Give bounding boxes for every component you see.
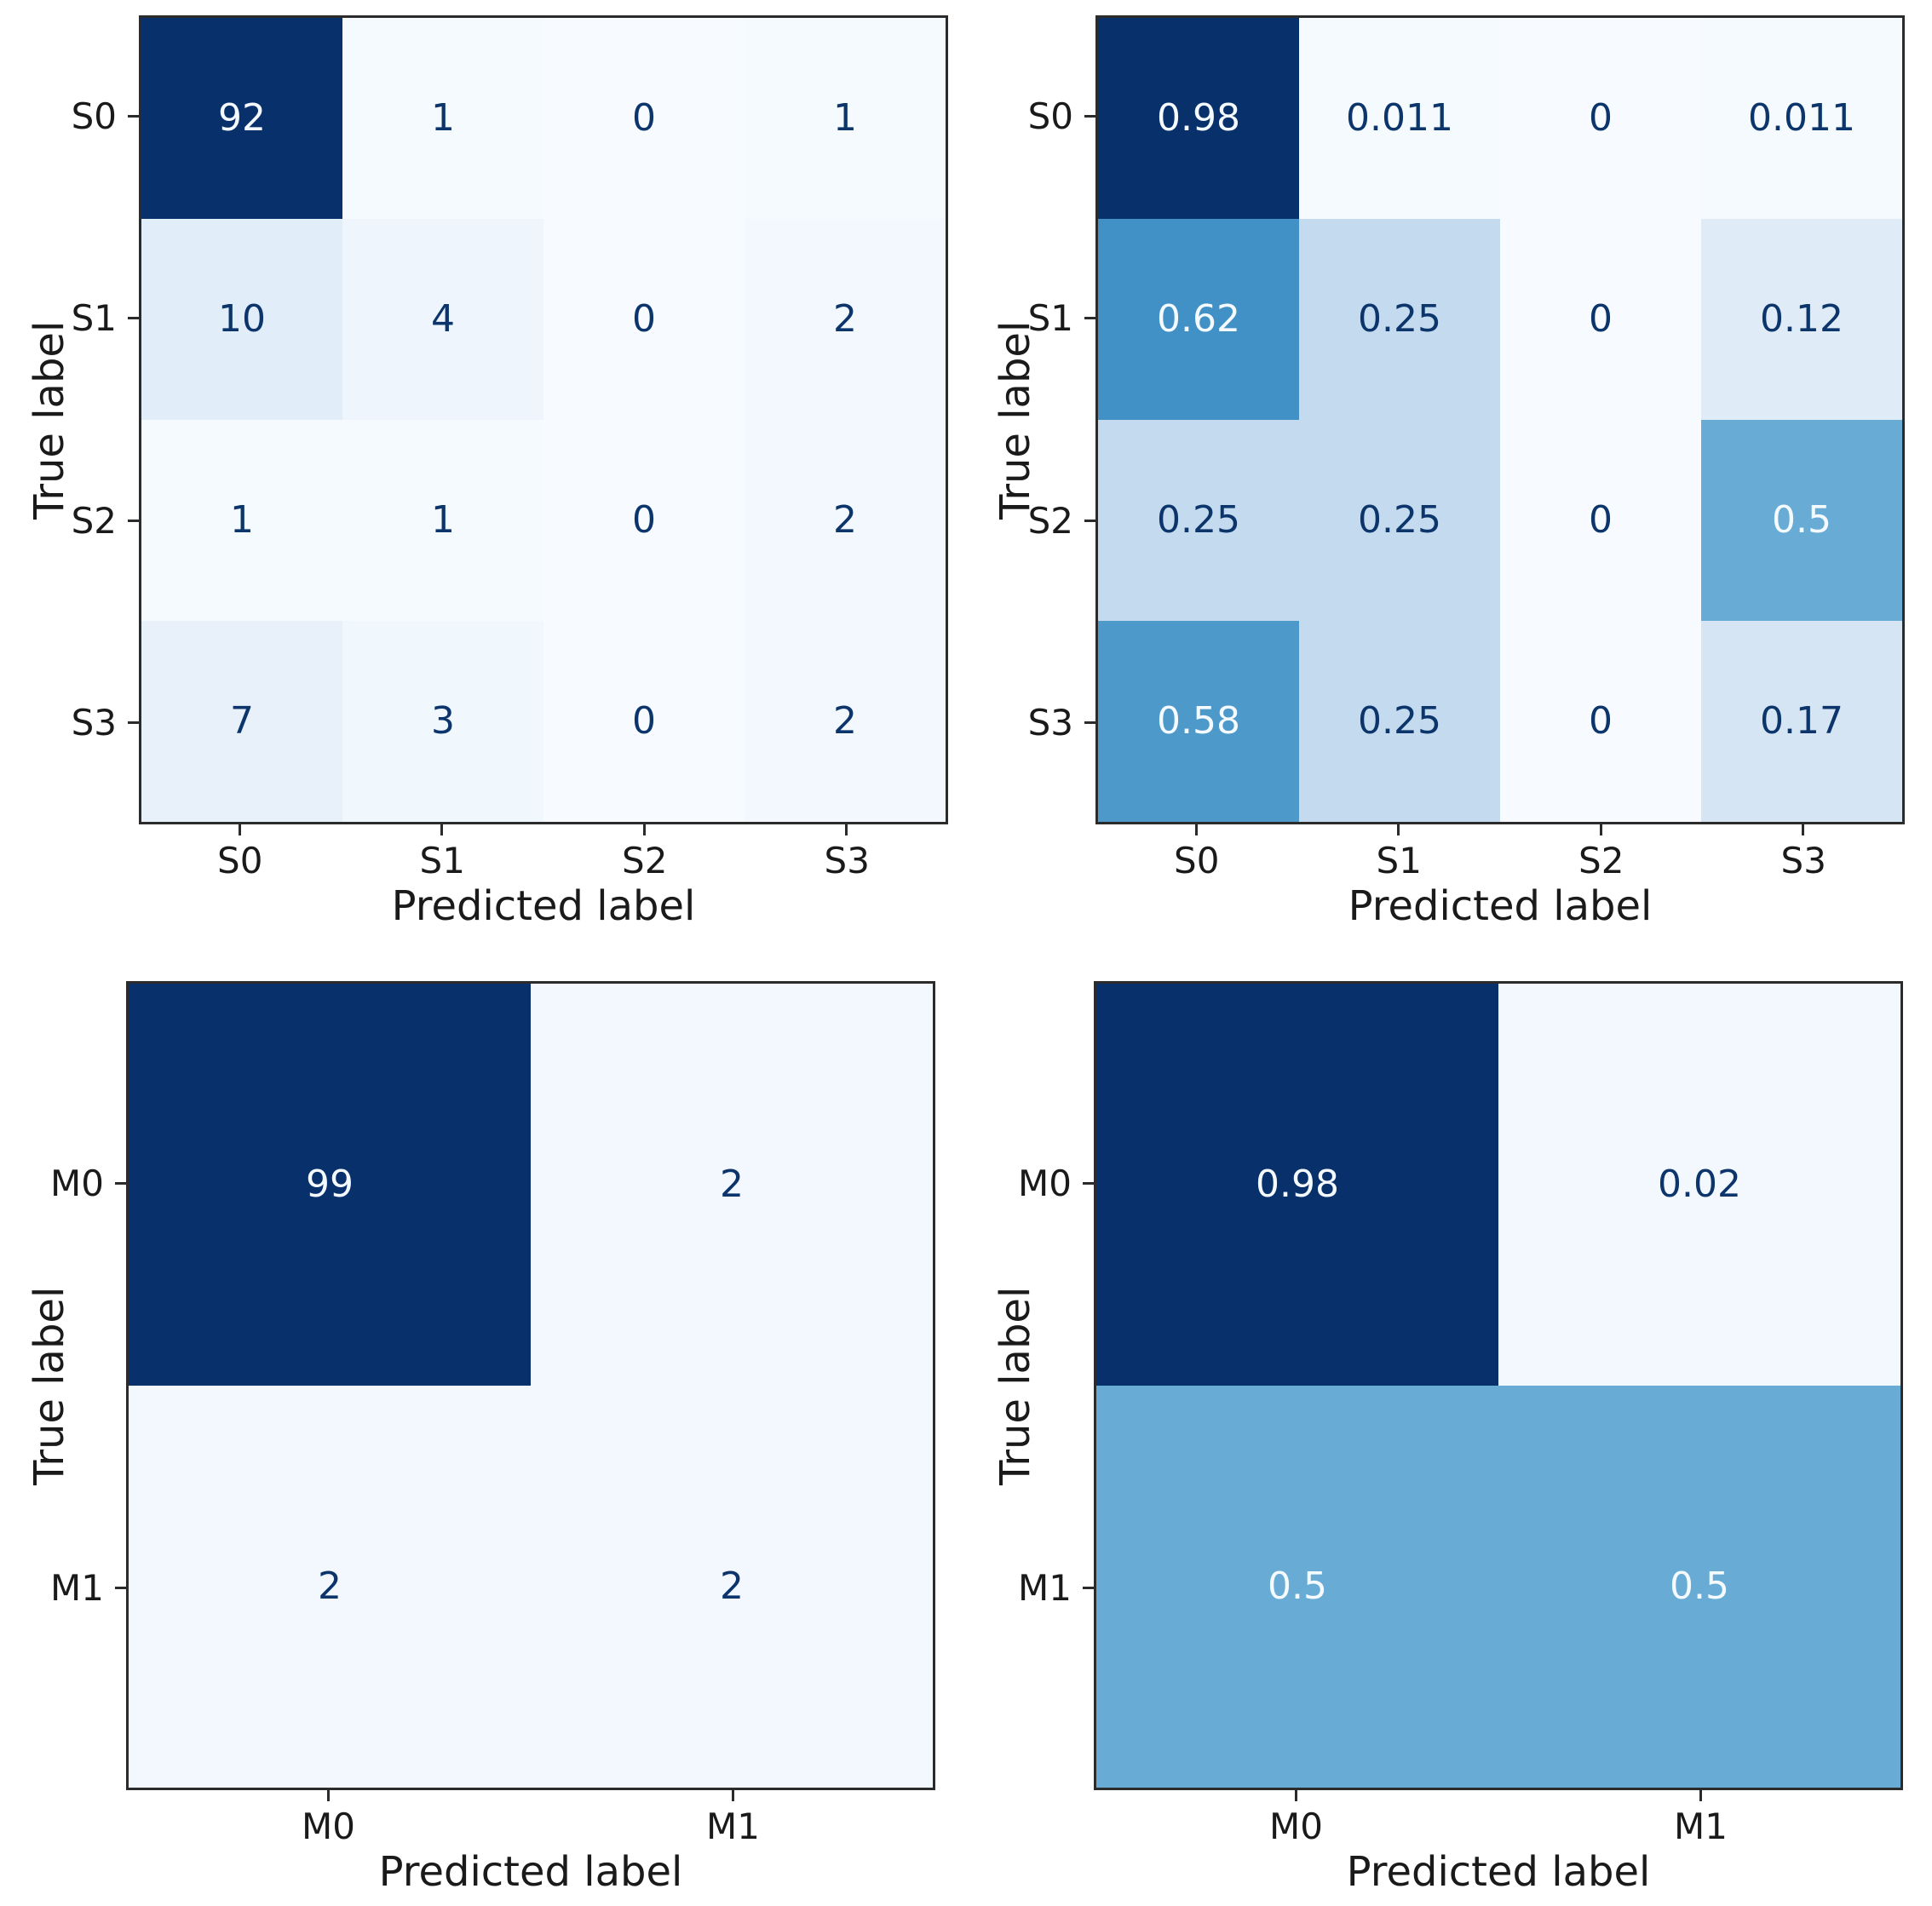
x-axis-title: Predicted label <box>391 882 696 930</box>
matrix-cell-S1-S1: 0.25 <box>1299 219 1500 420</box>
x-tick-S3: S3 <box>1703 824 1906 879</box>
panel-stage-normalized: True label S0 S1 S2 S3 0.98 0.011 0 0.011 0.62 0… <box>966 0 1932 953</box>
matrix-cell-M1-M0: 2 <box>129 1386 531 1788</box>
matrix-cell-S1-S3: 2 <box>745 219 946 420</box>
matrix-cell-S1-S0: 0.62 <box>1098 219 1299 420</box>
matrix-cell-S3-S1: 0.25 <box>1299 621 1500 822</box>
matrix-cell-S2-S2: 0 <box>543 420 745 621</box>
matrix-cell-S0-S2: 0 <box>543 18 745 219</box>
matrix-cell-S1-S0: 10 <box>141 219 342 420</box>
matrix-cell-M1-M1: 0.5 <box>1498 1386 1900 1788</box>
matrix-cell-S3-S0: 0.58 <box>1098 621 1299 822</box>
matrix-cell-S2-S2: 0 <box>1500 420 1701 621</box>
x-tick-labels: M0 M1 <box>126 1790 935 1845</box>
x-axis-title: Predicted label <box>378 1848 683 1896</box>
x-tick-S3: S3 <box>746 824 949 879</box>
x-tick-labels: S0 S1 S2 S3 <box>1095 824 1905 879</box>
y-tick-S0: S0 <box>966 15 1095 218</box>
panel-stage-counts: True label S0 S1 S2 S3 92 1 0 1 10 4 0 2 1 1 0 2 7 3 0 2 S… <box>0 0 966 953</box>
matrix-cell-M1-M0: 0.5 <box>1096 1386 1498 1788</box>
matrix-cell-S0-S0: 92 <box>141 18 342 219</box>
y-tick-labels: M0 M1 <box>966 981 1094 1790</box>
x-axis-title: Predicted label <box>1348 882 1653 930</box>
heatmap-grid: 0.98 0.011 0 0.011 0.62 0.25 0 0.12 0.25 0.25 0 0.5… <box>1095 15 1905 824</box>
heatmap-grid: 92 1 0 1 10 4 0 2 1 1 0 2 7 3 0 2 <box>139 15 948 824</box>
y-tick-labels: S0 S1 S2 S3 <box>966 15 1095 825</box>
y-tick-M0: M0 <box>0 981 126 1386</box>
matrix-cell-M1-M1: 2 <box>531 1386 933 1788</box>
matrix-cell-S1-S2: 0 <box>1500 219 1701 420</box>
matrix-cell-S3-S2: 0 <box>543 621 745 822</box>
matrix-cell-S3-S2: 0 <box>1500 621 1701 822</box>
matrix-cell-S0-S0: 0.98 <box>1098 18 1299 219</box>
matrix-cell-S2-S3: 0.5 <box>1701 420 1902 621</box>
matrix-cell-S3-S3: 0.17 <box>1701 621 1902 822</box>
y-tick-M1: M1 <box>0 1386 126 1790</box>
heatmap-grid: 99 2 2 2 <box>126 981 935 1790</box>
x-tick-S1: S1 <box>342 824 544 879</box>
matrix-cell-M0-M0: 0.98 <box>1096 984 1498 1386</box>
y-tick-S1: S1 <box>966 218 1095 421</box>
matrix-cell-S0-S2: 0 <box>1500 18 1701 219</box>
matrix-cell-S0-S1: 1 <box>342 18 543 219</box>
panel-metastasis-counts: True label M0 M1 99 2 2 2 M0 M1 Predicted lab… <box>0 953 966 1906</box>
matrix-cell-S0-S3: 1 <box>745 18 946 219</box>
matrix-cell-S0-S1: 0.011 <box>1299 18 1500 219</box>
x-tick-S0: S0 <box>139 824 342 879</box>
heatmap-grid: 0.98 0.02 0.5 0.5 <box>1094 981 1903 1790</box>
matrix-cell-S2-S3: 2 <box>745 420 946 621</box>
panel-metastasis-normalized: True label M0 M1 0.98 0.02 0.5 0.5 M0 M1 Pred… <box>966 953 1932 1906</box>
y-tick-S1: S1 <box>0 218 139 421</box>
matrix-cell-S2-S0: 1 <box>141 420 342 621</box>
y-tick-M1: M1 <box>966 1386 1094 1790</box>
y-tick-S0: S0 <box>0 15 139 218</box>
x-tick-M0: M0 <box>1094 1790 1498 1845</box>
y-tick-S2: S2 <box>0 420 139 623</box>
y-tick-S3: S3 <box>0 623 139 825</box>
x-tick-M1: M1 <box>1498 1790 1903 1845</box>
y-tick-S2: S2 <box>966 420 1095 623</box>
matrix-cell-M0-M1: 0.02 <box>1498 984 1900 1386</box>
x-tick-S0: S0 <box>1095 824 1298 879</box>
matrix-cell-M0-M0: 99 <box>129 984 531 1386</box>
y-tick-labels: S0 S1 S2 S3 <box>0 15 139 825</box>
matrix-cell-M0-M1: 2 <box>531 984 933 1386</box>
matrix-cell-S3-S1: 3 <box>342 621 543 822</box>
matrix-cell-S3-S3: 2 <box>745 621 946 822</box>
y-tick-labels: M0 M1 <box>0 981 126 1790</box>
x-tick-S1: S1 <box>1298 824 1501 879</box>
x-tick-S2: S2 <box>543 824 746 879</box>
x-tick-M1: M1 <box>531 1790 935 1845</box>
x-axis-title: Predicted label <box>1346 1848 1651 1896</box>
x-tick-M0: M0 <box>126 1790 531 1845</box>
matrix-cell-S1-S1: 4 <box>342 219 543 420</box>
x-tick-S2: S2 <box>1500 824 1703 879</box>
x-tick-labels: S0 S1 S2 S3 <box>139 824 948 879</box>
matrix-cell-S3-S0: 7 <box>141 621 342 822</box>
matrix-cell-S2-S1: 1 <box>342 420 543 621</box>
matrix-cell-S2-S1: 0.25 <box>1299 420 1500 621</box>
matrix-cell-S1-S2: 0 <box>543 219 745 420</box>
matrix-cell-S1-S3: 0.12 <box>1701 219 1902 420</box>
y-tick-M0: M0 <box>966 981 1094 1386</box>
matrix-cell-S0-S3: 0.011 <box>1701 18 1902 219</box>
matrix-cell-S2-S0: 0.25 <box>1098 420 1299 621</box>
y-tick-S3: S3 <box>966 623 1095 825</box>
x-tick-labels: M0 M1 <box>1094 1790 1903 1845</box>
